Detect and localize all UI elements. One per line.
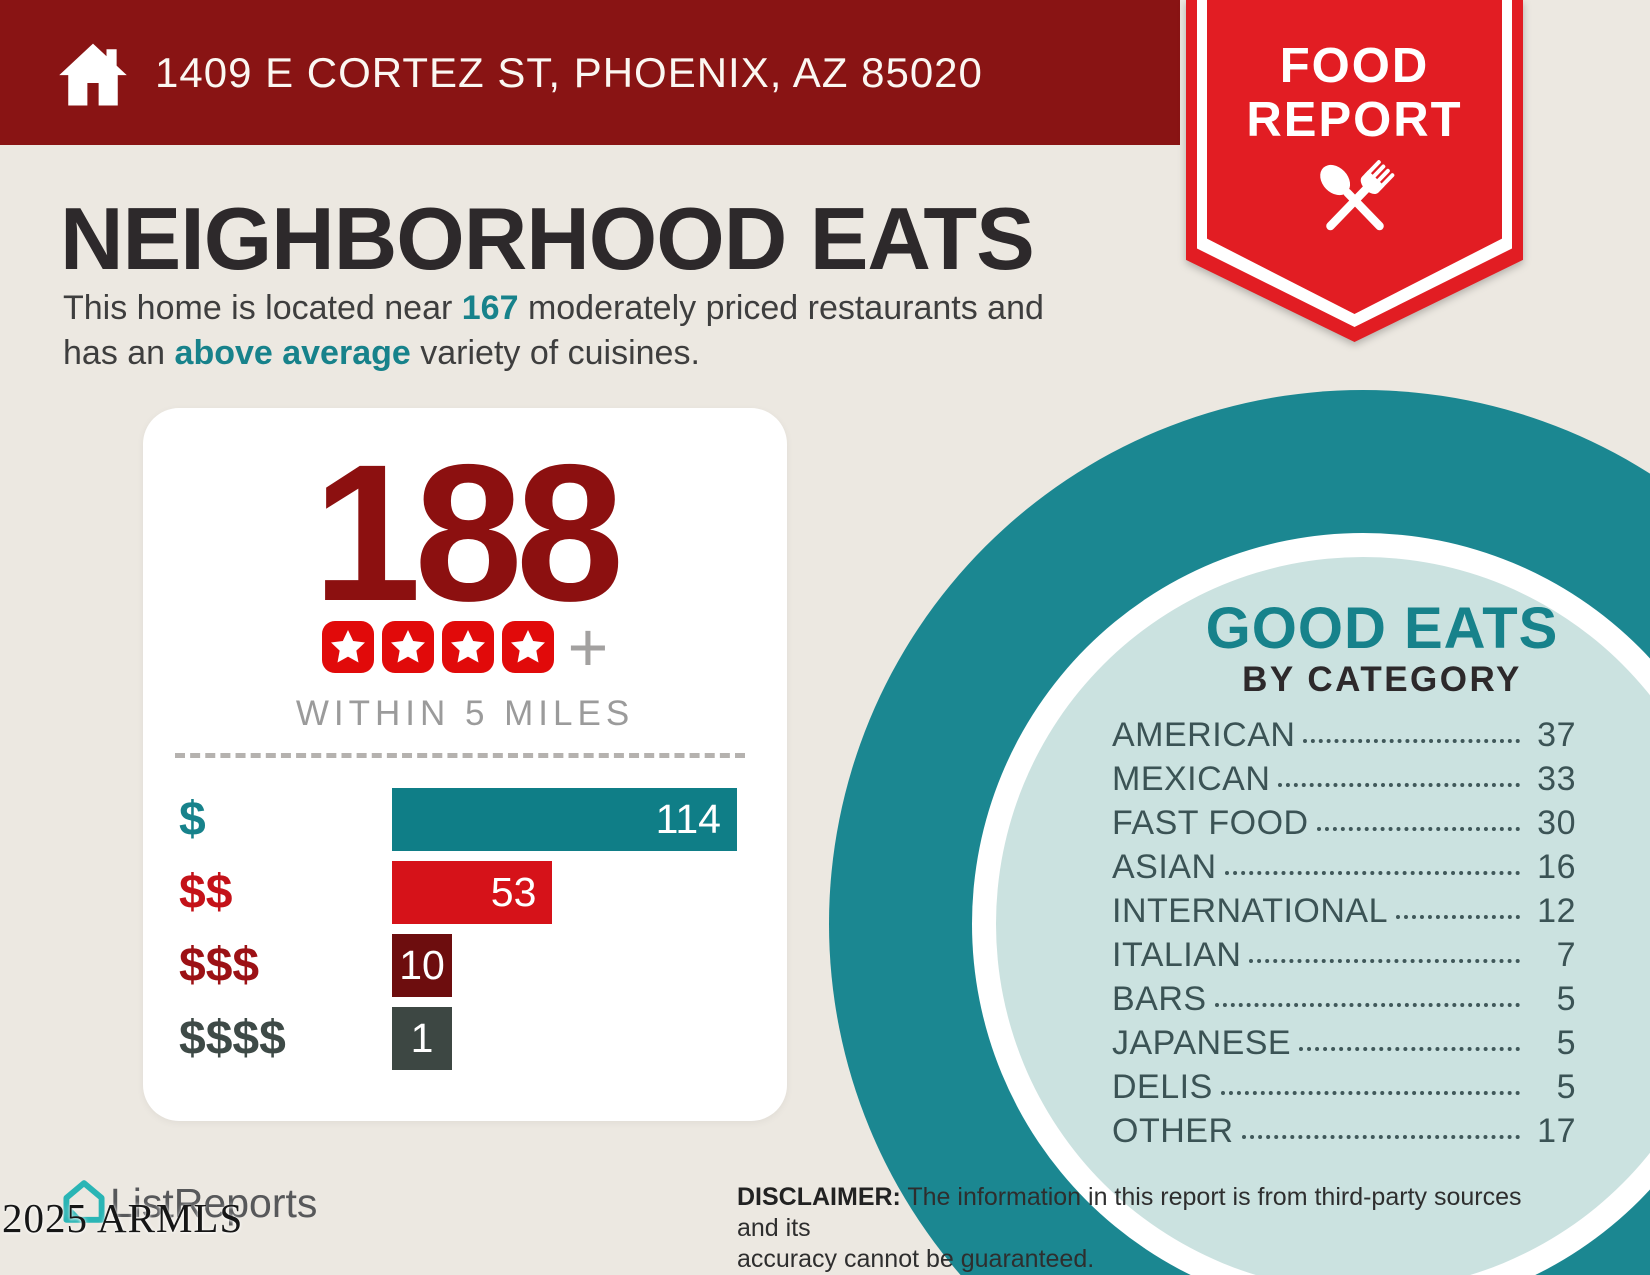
category-value: 30 — [1537, 804, 1576, 842]
intro-line2-pre: has an — [63, 334, 175, 373]
category-value: 12 — [1537, 892, 1576, 930]
price-tier-row: $$ 53 — [143, 861, 787, 924]
category-label: BARS — [1112, 980, 1207, 1018]
price-tier-label: $ — [179, 793, 206, 846]
price-tier-value: 53 — [490, 869, 537, 915]
armls-watermark: 2025 ARMLS — [2, 1195, 244, 1241]
category-list: AMERICAN 37 MEXICAN 33 FAST FOOD 30 ASIAN 16 INT… — [1112, 713, 1576, 1153]
category-value: 16 — [1537, 848, 1576, 886]
category-label: DELIS — [1112, 1068, 1213, 1106]
price-tier-value: 114 — [655, 796, 721, 842]
variety-highlight: above average — [174, 334, 411, 373]
category-label: ASIAN — [1112, 848, 1217, 886]
category-value: 5 — [1556, 980, 1576, 1018]
price-tier-bar: 114 — [392, 788, 737, 851]
crossed-spoon-fork-icon — [1319, 160, 1394, 231]
disclaimer: DISCLAIMER: The information in this repo… — [737, 1182, 1567, 1275]
star-icon — [501, 621, 554, 673]
food-report-ribbon: FOOD REPORT — [1186, 0, 1523, 342]
price-bar-chart: $114 $$ 53 $$$ 10 $$$$ 1 — [143, 788, 787, 1080]
disclaimer-line2: accuracy cannot be guaranteed. — [737, 1245, 1095, 1273]
category-row: MEXICAN 33 — [1112, 757, 1576, 801]
dotted-leader — [1396, 915, 1520, 919]
restaurant-summary-card: 188 + WITHIN 5 MILES $114 $$ 53 $$$ 10 $$$$ 1 — [143, 408, 787, 1121]
restaurant-count-highlight: 167 — [461, 289, 519, 327]
total-restaurant-count: 188 — [312, 424, 624, 642]
listreports-logo-text: ListReports — [110, 1180, 318, 1226]
category-row: AMERICAN 37 — [1112, 713, 1576, 757]
category-row: FAST FOOD 30 — [1112, 801, 1576, 845]
star-icon — [381, 621, 434, 673]
page-title: NEIGHBORHOOD EATS — [60, 189, 1035, 288]
dotted-leader — [1249, 959, 1520, 963]
intro-line2-post: variety of cuisines. — [410, 334, 700, 373]
category-row: JAPANESE 5 — [1112, 1021, 1576, 1065]
price-tier-row: $$$ 10 — [143, 934, 787, 997]
category-label: ITALIAN — [1112, 936, 1242, 974]
price-tier-bar: 1 — [392, 1007, 452, 1070]
ribbon-title-line1: FOOD — [1279, 39, 1430, 93]
price-tier-label: $$ — [179, 866, 233, 919]
price-tier-label: $$$$ — [179, 1012, 286, 1065]
star-icon — [321, 621, 374, 673]
home-icon — [59, 43, 127, 106]
price-tier-value: 1 — [410, 1015, 434, 1061]
category-value: 33 — [1537, 760, 1576, 798]
price-tier-value: 10 — [399, 942, 445, 988]
ribbon-title-line2: REPORT — [1246, 92, 1463, 147]
category-row: ITALIAN 7 — [1112, 933, 1576, 977]
price-tier-label: $$$ — [179, 939, 260, 992]
intro-text: This home is located near 167 moderately… — [63, 286, 1123, 376]
dashed-divider — [175, 753, 745, 758]
disclaimer-label: DISCLAIMER: — [737, 1183, 901, 1211]
category-row: BARS 5 — [1112, 977, 1576, 1021]
intro-line1-pre: This home is located near — [63, 289, 462, 327]
category-label: FAST FOOD — [1112, 804, 1309, 842]
dotted-leader — [1214, 1003, 1520, 1007]
category-value: 5 — [1556, 1024, 1576, 1062]
dotted-leader — [1241, 1135, 1520, 1139]
stars-row — [321, 621, 554, 673]
price-tier-bar: 10 — [392, 934, 452, 997]
category-row: ASIAN 16 — [1112, 845, 1576, 889]
category-row: INTERNATIONAL 12 — [1112, 889, 1576, 933]
category-label: MEXICAN — [1112, 760, 1271, 798]
intro-line1-post: moderately priced restaurants and — [518, 289, 1044, 327]
price-tier-row: $$$$ 1 — [143, 1007, 787, 1070]
listreports-house-icon — [63, 1180, 105, 1223]
good-eats-panel: GOOD EATS BY CATEGORY AMERICAN 37 MEXICAN 3… — [1112, 600, 1576, 1153]
category-value: 37 — [1537, 716, 1576, 754]
price-tier-bar: 53 — [392, 861, 553, 924]
dotted-leader — [1316, 827, 1520, 831]
property-address: 1409 E CORTEZ ST, PHOENIX, AZ 85020 — [155, 48, 983, 96]
dotted-leader — [1220, 1091, 1520, 1095]
category-row: DELIS 5 — [1112, 1065, 1576, 1109]
good-eats-title: GOOD EATS — [1205, 596, 1559, 661]
plus-sign: + — [567, 608, 609, 686]
category-label: JAPANESE — [1112, 1024, 1292, 1062]
price-tier-row: $114 — [143, 788, 787, 851]
dotted-leader — [1278, 783, 1520, 787]
good-eats-subtitle: BY CATEGORY — [1242, 660, 1522, 699]
radius-note: WITHIN 5 MILES — [295, 694, 635, 733]
disclaimer-line1: DISCLAIMER: The information in this repo… — [737, 1183, 1522, 1242]
category-label: AMERICAN — [1112, 716, 1296, 754]
star-icon — [441, 621, 494, 673]
ribbon-title: FOOD REPORT — [1186, 39, 1523, 148]
category-value: 17 — [1537, 1112, 1576, 1150]
dotted-leader — [1299, 1047, 1520, 1051]
category-label: OTHER — [1112, 1112, 1234, 1150]
category-row: OTHER 17 — [1112, 1109, 1576, 1153]
ribbon-inner — [1207, 0, 1502, 314]
category-label: INTERNATIONAL — [1112, 892, 1389, 930]
category-value: 5 — [1556, 1068, 1576, 1106]
category-value: 7 — [1556, 936, 1576, 974]
address-bar: 1409 E CORTEZ ST, PHOENIX, AZ 85020 — [0, 0, 1180, 145]
dotted-leader — [1303, 739, 1520, 743]
dotted-leader — [1224, 871, 1520, 875]
rating-row: + — [143, 608, 787, 686]
good-eats-circle-fill — [996, 557, 1650, 1275]
